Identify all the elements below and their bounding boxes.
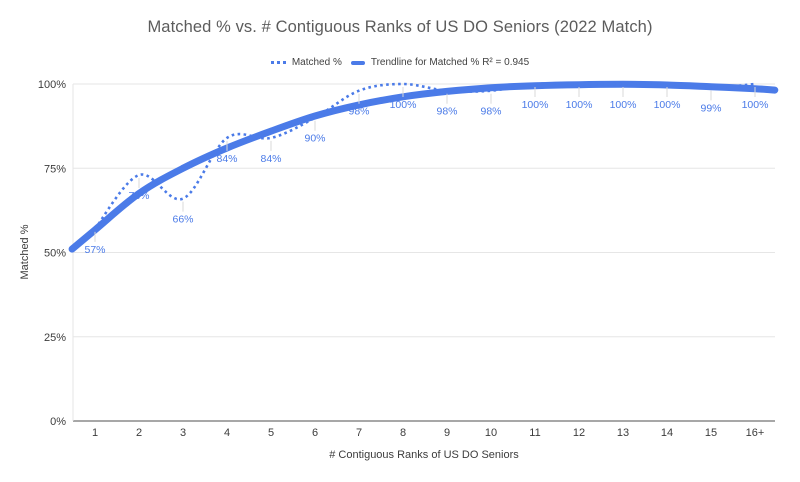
- data-label: 84%: [216, 153, 237, 165]
- data-label: 98%: [348, 106, 369, 118]
- data-label: 99%: [700, 102, 721, 114]
- x-tick-label: 12: [573, 427, 585, 439]
- x-tick-label: 1: [92, 427, 98, 439]
- data-label: 100%: [390, 99, 417, 111]
- x-tick-label: 14: [661, 427, 673, 439]
- solid-line-swatch-icon: [350, 60, 365, 65]
- x-tick-label: 8: [400, 427, 406, 439]
- data-label: 98%: [480, 106, 501, 118]
- x-tick-label: 16+: [746, 427, 765, 439]
- x-tick-label: 4: [224, 427, 230, 439]
- y-tick-label: 25%: [44, 332, 66, 344]
- data-label: 84%: [260, 153, 281, 165]
- legend-label-matched: Matched %: [291, 57, 342, 68]
- data-label: 90%: [304, 133, 325, 145]
- y-axis-title: Matched %: [19, 224, 31, 280]
- y-tick-label: 50%: [44, 248, 66, 260]
- data-label: 98%: [436, 106, 457, 118]
- legend-label-trendline: Trendline for Matched % R² = 0.945: [370, 57, 530, 68]
- x-tick-label: 9: [444, 427, 450, 439]
- chart-title: Matched % vs. # Contiguous Ranks of US D…: [147, 18, 653, 36]
- data-label: 100%: [566, 99, 593, 111]
- x-tick-label: 6: [312, 427, 318, 439]
- x-tick-label: 13: [617, 427, 629, 439]
- x-tick-label: 7: [356, 427, 362, 439]
- data-label: 100%: [742, 99, 769, 111]
- data-label: 66%: [172, 214, 193, 226]
- data-label: 100%: [610, 99, 637, 111]
- y-tick-label: 0%: [50, 416, 66, 428]
- x-tick-label: 15: [705, 427, 717, 439]
- dotted-line-swatch-icon: [270, 61, 286, 64]
- legend: Matched % Trendline for Matched % R² = 0…: [0, 57, 800, 68]
- matched-series-path: [93, 82, 756, 230]
- legend-item-trendline: Trendline for Matched % R² = 0.945: [350, 57, 530, 68]
- y-tick-label: 75%: [44, 163, 66, 175]
- y-tick-label: 100%: [38, 79, 66, 91]
- x-tick-label: 5: [268, 427, 274, 439]
- x-tick-label: 10: [485, 427, 497, 439]
- x-tick-label: 2: [136, 427, 142, 439]
- x-tick-label: 11: [529, 427, 540, 439]
- trendline-path: [68, 80, 779, 253]
- data-label: 100%: [522, 99, 549, 111]
- data-label: 73%: [128, 190, 149, 202]
- legend-item-matched: Matched %: [270, 57, 342, 68]
- data-label: 57%: [84, 244, 105, 256]
- data-label: 100%: [654, 99, 681, 111]
- x-tick-label: 3: [180, 427, 186, 439]
- x-axis-title: # Contiguous Ranks of US DO Seniors: [329, 449, 519, 461]
